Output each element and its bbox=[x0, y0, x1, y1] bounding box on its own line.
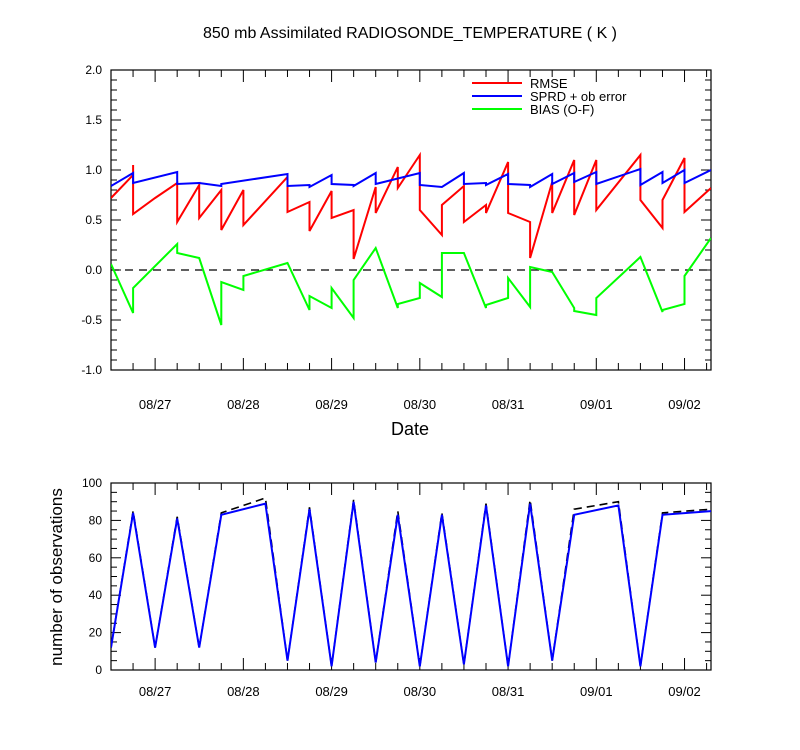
series-line-bias-o-f bbox=[111, 237, 711, 326]
y-tick-label: 0.5 bbox=[85, 213, 102, 227]
x-axis-label: Date bbox=[391, 419, 429, 439]
x-tick-label: 08/27 bbox=[139, 397, 172, 412]
series-line-rmse bbox=[111, 151, 711, 260]
x-tick-label: 09/02 bbox=[668, 397, 701, 412]
x-tick-label: 08/27 bbox=[139, 684, 172, 699]
y-tick-label: -0.5 bbox=[81, 313, 102, 327]
y-tick-label: 1.0 bbox=[85, 163, 102, 177]
series-line-sprd-ob-error bbox=[111, 167, 711, 189]
y-tick-label: 100 bbox=[82, 476, 102, 490]
legend-label-bias-o-f: BIAS (O-F) bbox=[530, 102, 594, 117]
y-tick-label: 80 bbox=[89, 513, 103, 527]
x-tick-label: 08/29 bbox=[315, 684, 348, 699]
bottom-panel: 08/27 08/28 08/29 08/30 08/31 09/01 09/02 0 20 40… bbox=[82, 476, 712, 699]
x-tick-label: 08/30 bbox=[404, 397, 437, 412]
x-tick-label: 08/30 bbox=[404, 684, 437, 699]
top-panel: 08/27 08/28 08/29 08/30 08/31 09/01 09/02 2.0 1.… bbox=[81, 63, 712, 412]
y-tick-label: 0.0 bbox=[85, 263, 102, 277]
x-tick-label: 08/28 bbox=[227, 684, 260, 699]
x-tick-label: 09/02 bbox=[668, 684, 701, 699]
chart-title: 850 mb Assimilated RADIOSONDE_TEMPERATUR… bbox=[203, 25, 617, 42]
x-tick-label: 08/28 bbox=[227, 397, 260, 412]
y-tick-label: -1.0 bbox=[81, 363, 102, 377]
x-tick-label: 09/01 bbox=[580, 397, 613, 412]
series-line-solid bbox=[111, 501, 711, 667]
series-line-dashed bbox=[111, 496, 711, 667]
plot-frame bbox=[110, 69, 712, 371]
x-tick-label: 09/01 bbox=[580, 684, 613, 699]
y-axis-label: number of observations bbox=[47, 488, 66, 666]
x-tick-label: 08/29 bbox=[315, 397, 348, 412]
y-tick-label: 0 bbox=[95, 663, 102, 677]
y-tick-label: 40 bbox=[89, 588, 103, 602]
y-tick-label: 20 bbox=[89, 626, 103, 640]
x-tick-label: 08/31 bbox=[492, 684, 525, 699]
x-tick-label: 08/31 bbox=[492, 397, 525, 412]
legend-label-rmse: RMSE bbox=[530, 76, 568, 91]
legend-label-sprd-ob-error: SPRD + ob error bbox=[530, 89, 627, 104]
y-tick-label: 60 bbox=[89, 551, 103, 565]
y-tick-label: 2.0 bbox=[85, 63, 102, 77]
y-tick-label: 1.5 bbox=[85, 113, 102, 127]
